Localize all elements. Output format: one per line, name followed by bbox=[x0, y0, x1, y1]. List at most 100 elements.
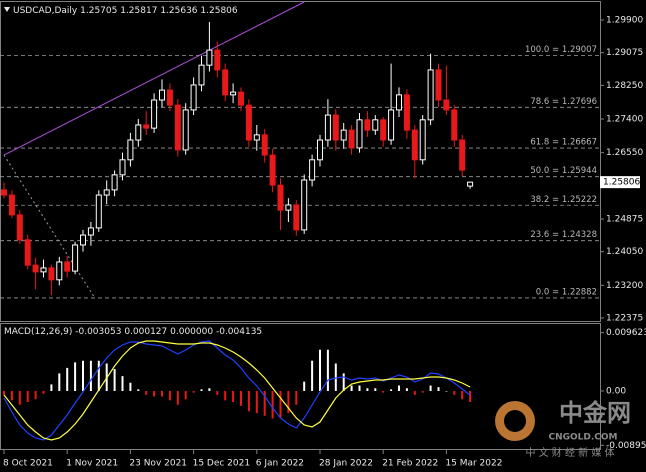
macd-header: MACD(12,26,9) -0.003053 0.000127 0.00000… bbox=[4, 327, 262, 337]
candle-body bbox=[80, 234, 86, 246]
collapse-icon bbox=[4, 7, 10, 12]
macd-histogram-bar bbox=[66, 367, 69, 391]
macd-histogram-bar bbox=[319, 349, 321, 391]
macd-histogram-bar bbox=[374, 388, 377, 391]
macd-histogram-bar bbox=[421, 391, 424, 393]
macd-histogram-bar bbox=[129, 382, 132, 391]
macd-histogram-bar bbox=[326, 349, 329, 391]
macd-histogram-bar bbox=[240, 391, 242, 406]
trend-line bbox=[3, 1, 305, 156]
candle-body bbox=[253, 134, 260, 141]
macd-histogram-bar bbox=[382, 391, 385, 393]
fib-label: 50.0 = 1.25944 bbox=[530, 166, 597, 176]
macd-histogram-bar bbox=[42, 391, 45, 394]
candle-body bbox=[56, 261, 63, 281]
candle-body bbox=[451, 109, 458, 141]
candle-body bbox=[119, 159, 126, 176]
candle-body bbox=[151, 99, 158, 129]
candle-body bbox=[332, 114, 339, 141]
fib-label: 0.0 = 1.22882 bbox=[536, 287, 597, 297]
candle-body bbox=[411, 129, 418, 161]
candle-body bbox=[309, 159, 316, 181]
candle-body bbox=[435, 69, 442, 101]
macd-histogram-bar bbox=[247, 391, 250, 412]
macd-histogram-bar bbox=[58, 373, 61, 391]
fib-label: 38.2 = 1.25222 bbox=[530, 195, 597, 205]
macd-histogram-bar bbox=[437, 387, 440, 391]
macd-histogram-bar bbox=[445, 391, 448, 392]
candle-body bbox=[24, 239, 31, 266]
watermark-site: CNGOLD.COM bbox=[548, 433, 617, 443]
candle-body bbox=[214, 49, 221, 71]
macd-histogram-bar bbox=[279, 391, 282, 419]
price-panel-border bbox=[0, 1, 601, 322]
y-tick-label: 1.23200 bbox=[606, 281, 643, 291]
candle-body bbox=[40, 267, 47, 273]
candle-body bbox=[95, 194, 102, 229]
candle-body bbox=[32, 264, 39, 273]
macd-histogram-bar bbox=[184, 391, 187, 400]
candle-body bbox=[269, 154, 276, 186]
macd-histogram-bar bbox=[461, 391, 464, 400]
candle-body bbox=[372, 119, 379, 131]
macd-value: -0.004135 bbox=[216, 327, 262, 337]
candle-body bbox=[222, 69, 229, 96]
macd-histogram-bar bbox=[358, 385, 361, 391]
y-tick-label: 1.26550 bbox=[606, 148, 643, 158]
macd-histogram-bar bbox=[350, 385, 353, 391]
fib-anchor-line bbox=[3, 154, 96, 299]
candle-body bbox=[127, 139, 134, 161]
candle-body bbox=[443, 99, 450, 111]
macd-histogram-bar bbox=[232, 391, 235, 403]
candle-body bbox=[419, 119, 426, 161]
macd-histogram-bar bbox=[366, 388, 369, 391]
x-tick-label: 1 Nov 2021 bbox=[66, 459, 118, 469]
watermark-slogan: 中 文 财 经 新 媒 体 bbox=[525, 446, 614, 459]
candle-body bbox=[277, 184, 284, 211]
macd-histogram-bar bbox=[263, 391, 266, 416]
y-tick-label: 1.24050 bbox=[606, 247, 643, 257]
x-tick-label: 21 Feb 2022 bbox=[382, 459, 438, 469]
low-value: 1.25636 bbox=[160, 6, 197, 16]
candle-body bbox=[403, 94, 410, 131]
macd-value: -0.003053 bbox=[75, 327, 121, 337]
candle-body bbox=[238, 91, 244, 106]
watermark: 中金网 CNGOLD.COM 中 文 财 经 新 媒 体 bbox=[495, 399, 631, 459]
y2-tick-label: 0.009623 bbox=[606, 328, 646, 338]
y-tick-label: 1.22375 bbox=[606, 314, 643, 324]
macd-histogram-bar bbox=[287, 391, 290, 414]
y-tick-label: 1.27400 bbox=[606, 115, 643, 125]
close-value: 1.25806 bbox=[200, 6, 237, 16]
macd-histogram-bar bbox=[34, 391, 37, 400]
candle-body bbox=[356, 119, 363, 149]
macd-histogram-bar bbox=[113, 368, 116, 391]
y2-tick-label: 0.00 bbox=[606, 387, 626, 397]
macd-histogram-bar bbox=[413, 391, 416, 395]
candle-body bbox=[206, 49, 213, 66]
candle-body bbox=[135, 124, 142, 141]
candle-body bbox=[459, 139, 466, 171]
candle-body bbox=[159, 89, 165, 101]
fib-label: 100.0 = 1.29007 bbox=[525, 45, 597, 55]
macd-histogram-bar bbox=[405, 388, 408, 391]
macd-histogram-bar bbox=[429, 385, 432, 391]
macd-histogram-bar bbox=[303, 381, 306, 391]
macd-histogram-bar bbox=[469, 391, 472, 403]
macd-histogram-bar bbox=[311, 360, 314, 391]
macd-histogram-bar bbox=[50, 384, 53, 391]
fib-label: 23.6 = 1.24328 bbox=[530, 230, 597, 240]
candle-body bbox=[285, 204, 292, 211]
macd-histogram-bar bbox=[295, 391, 298, 405]
x-tick-label: 15 Mar 2022 bbox=[445, 459, 502, 469]
macd-histogram-bar bbox=[398, 385, 400, 391]
candle-body bbox=[380, 119, 387, 141]
candle-body bbox=[103, 189, 110, 196]
macd-value: 0.000000 bbox=[170, 327, 213, 337]
candle-body bbox=[174, 104, 181, 151]
candle-body bbox=[324, 114, 331, 141]
macd-histogram-bar bbox=[82, 360, 84, 391]
macd-histogram-bar bbox=[224, 391, 227, 401]
candle-body bbox=[72, 244, 79, 272]
macd-histogram-bar bbox=[342, 373, 345, 391]
